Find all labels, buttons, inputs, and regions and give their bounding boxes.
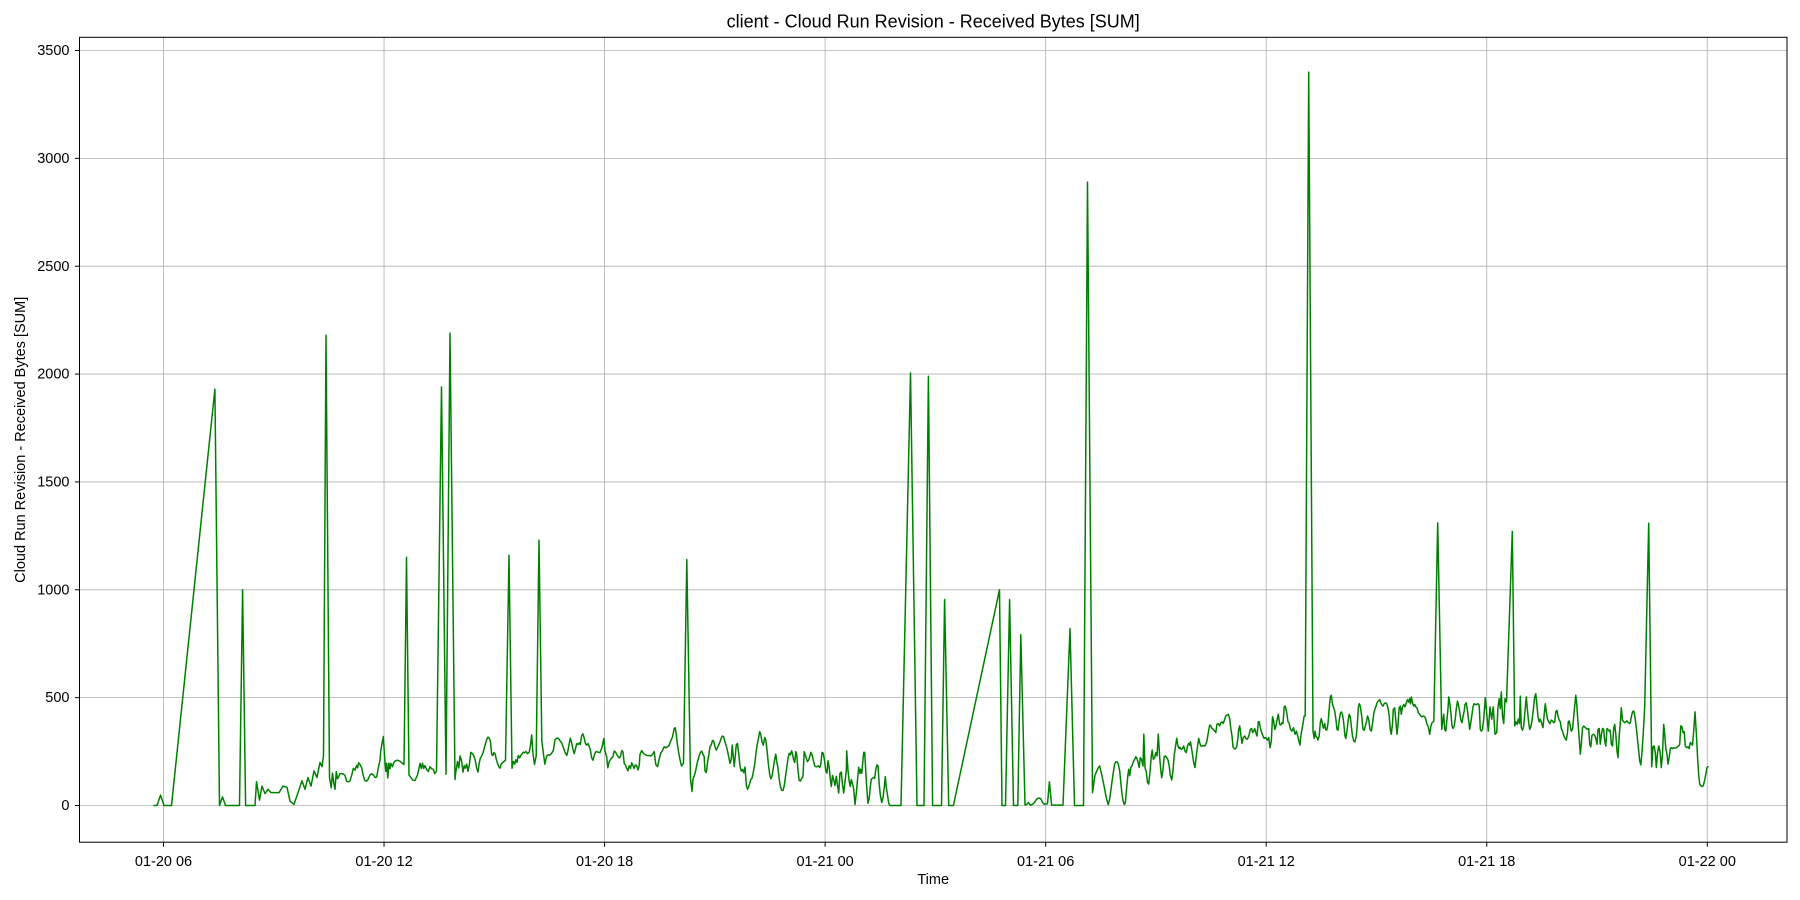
svg-text:500: 500 (45, 690, 69, 706)
svg-text:2500: 2500 (37, 259, 69, 275)
svg-text:01-20 06: 01-20 06 (135, 854, 192, 870)
svg-text:client - Cloud Run Revision -: client - Cloud Run Revision - Received B… (727, 12, 1140, 32)
svg-text:01-20 18: 01-20 18 (576, 854, 633, 870)
svg-text:01-21 18: 01-21 18 (1458, 854, 1515, 870)
svg-text:2000: 2000 (37, 367, 69, 383)
svg-text:3000: 3000 (37, 151, 69, 167)
svg-text:Time: Time (917, 872, 949, 888)
svg-text:1000: 1000 (37, 582, 69, 598)
svg-text:Cloud Run Revision - Received: Cloud Run Revision - Received Bytes [SUM… (13, 297, 29, 583)
svg-text:01-20 12: 01-20 12 (355, 854, 412, 870)
svg-text:01-21 06: 01-21 06 (1017, 854, 1074, 870)
svg-text:01-21 00: 01-21 00 (796, 854, 853, 870)
svg-text:3500: 3500 (37, 43, 69, 59)
svg-text:0: 0 (61, 798, 69, 814)
svg-text:1500: 1500 (37, 475, 69, 491)
svg-text:01-22 00: 01-22 00 (1679, 854, 1736, 870)
svg-text:01-21 12: 01-21 12 (1238, 854, 1295, 870)
